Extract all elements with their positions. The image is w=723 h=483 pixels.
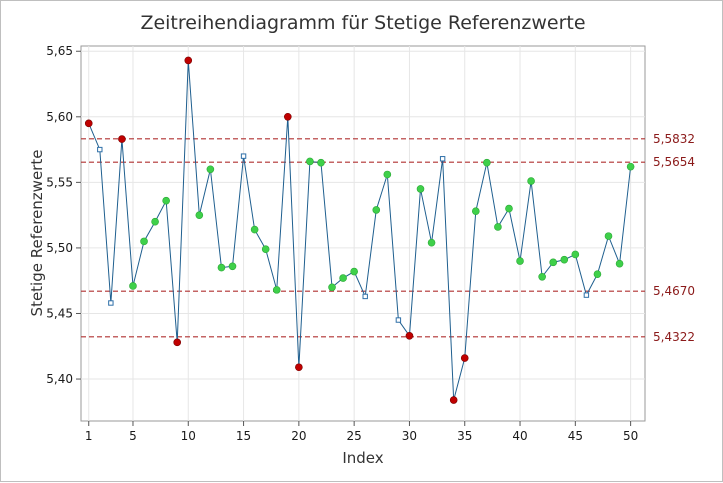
x-tick-label: 5: [129, 429, 137, 443]
data-point: [272, 286, 281, 294]
data-point: [306, 157, 314, 166]
x-tick-label: 35: [457, 429, 472, 443]
data-point: [593, 270, 602, 278]
data-point: [350, 267, 358, 276]
data-point: [206, 165, 215, 174]
data-point: [615, 259, 624, 268]
data-point: [449, 396, 458, 404]
data-point: [483, 158, 491, 167]
data-point: [140, 237, 148, 246]
y-tick-label: 5,55: [46, 175, 73, 189]
data-point: [494, 223, 502, 231]
data-point: [151, 217, 159, 226]
data-point: [471, 207, 480, 216]
data-point: [217, 263, 226, 272]
x-tick-label: 50: [623, 429, 638, 443]
data-point: [549, 258, 558, 267]
x-tick-label: 40: [512, 429, 527, 443]
data-point: [571, 250, 580, 259]
data-point: [240, 153, 247, 159]
data-point: [317, 158, 325, 167]
x-axis-title: Index: [342, 449, 383, 467]
data-point: [427, 238, 436, 247]
data-point: [395, 317, 402, 323]
x-tick-label: 30: [402, 429, 417, 443]
data-point: [583, 292, 590, 298]
data-point: [162, 196, 170, 205]
y-tick-label: 5,40: [46, 372, 73, 386]
reference-line-label: 5,5832: [653, 132, 695, 146]
data-point: [626, 162, 635, 171]
y-tick-label: 5,50: [46, 241, 73, 255]
x-tick-label: 20: [291, 429, 306, 443]
data-point: [560, 255, 569, 264]
data-point: [129, 282, 137, 290]
grid-lines: [81, 46, 645, 421]
data-point: [108, 300, 114, 306]
data-point: [261, 245, 270, 254]
x-tick-label: 10: [181, 429, 196, 443]
data-point: [505, 204, 513, 213]
data-point: [405, 331, 414, 340]
data-point: [195, 211, 204, 219]
reference-labels: 5,5832 5,5654 5,4670 5,4322: [653, 132, 695, 344]
x-tick-label: 45: [568, 429, 583, 443]
y-tick-label: 5,65: [46, 44, 73, 58]
data-point: [439, 156, 446, 162]
x-tick-label: 25: [347, 429, 362, 443]
y-tick-label: 5,45: [46, 306, 73, 320]
data-point: [97, 146, 103, 153]
y-tick-label: 5,60: [46, 110, 73, 124]
data-point: [362, 293, 368, 300]
x-axis-ticks: 1 5 10 15 20 25 30 35 40 45 50: [85, 421, 638, 443]
data-point: [228, 262, 237, 271]
data-point: [372, 206, 381, 214]
data-point: [328, 283, 336, 292]
data-point: [527, 177, 535, 185]
data-point: [460, 354, 469, 362]
x-tick-label: 15: [236, 429, 251, 443]
data-point: [383, 170, 392, 179]
data-point: [118, 135, 126, 143]
data-point: [295, 363, 303, 372]
data-series: [84, 56, 635, 404]
y-axis-title: Stetige Referenzwerte: [28, 150, 46, 317]
data-point: [604, 232, 613, 240]
series-line: [88, 60, 632, 401]
data-point: [339, 274, 347, 282]
data-point: [250, 225, 259, 234]
data-point: [416, 185, 425, 193]
data-point: [516, 257, 524, 265]
data-point: [84, 119, 93, 128]
reference-line-label: 5,5654: [653, 155, 695, 169]
y-axis-ticks: 5,40 5,45 5,50 5,55 5,60 5,65: [46, 44, 81, 386]
data-point: [538, 272, 546, 281]
chart-title: Zeitreihendiagramm für Stetige Referenzw…: [140, 12, 585, 34]
x-tick-label: 1: [85, 429, 93, 443]
reference-line-label: 5,4670: [653, 284, 695, 298]
data-point: [173, 338, 182, 347]
data-point: [283, 113, 292, 121]
plot-area: [80, 45, 646, 422]
reference-line-label: 5,4322: [653, 330, 695, 344]
data-point: [184, 56, 193, 65]
